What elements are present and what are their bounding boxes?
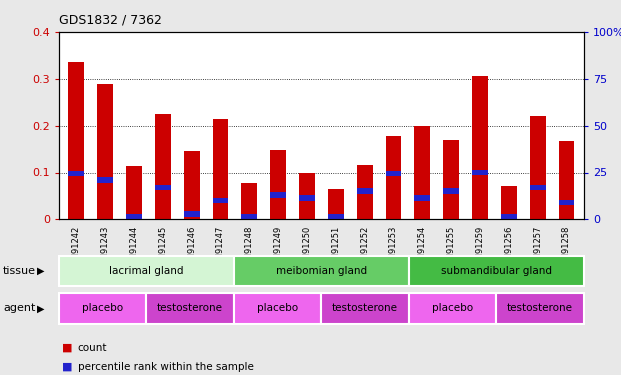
Bar <box>414 126 430 219</box>
Text: submandibular gland: submandibular gland <box>441 266 552 276</box>
Text: agent: agent <box>3 303 35 313</box>
Bar <box>409 293 496 324</box>
Text: lacrimal gland: lacrimal gland <box>109 266 184 276</box>
Text: count: count <box>78 343 107 353</box>
Text: testosterone: testosterone <box>332 303 398 313</box>
Text: ■: ■ <box>62 362 73 372</box>
Bar <box>443 140 459 219</box>
Bar <box>270 192 286 198</box>
Bar <box>234 256 409 286</box>
Bar <box>126 214 142 219</box>
Text: testosterone: testosterone <box>507 303 573 313</box>
Text: meibomian gland: meibomian gland <box>276 266 367 276</box>
Bar <box>68 171 84 176</box>
Bar <box>328 214 343 219</box>
Bar <box>472 76 488 219</box>
Bar <box>234 293 322 324</box>
Bar <box>386 171 401 176</box>
Bar <box>212 198 229 203</box>
Bar <box>501 186 517 219</box>
Bar <box>386 136 401 219</box>
Bar <box>147 293 234 324</box>
Bar <box>299 195 315 201</box>
Bar <box>155 114 171 219</box>
Bar <box>356 165 373 219</box>
Bar <box>184 152 199 219</box>
Bar <box>558 141 574 219</box>
Text: placebo: placebo <box>82 303 124 313</box>
Bar <box>97 84 113 219</box>
Bar <box>242 214 257 219</box>
Bar <box>155 185 171 190</box>
Bar <box>356 188 373 194</box>
Text: GDS1832 / 7362: GDS1832 / 7362 <box>59 13 162 26</box>
Bar <box>530 116 545 219</box>
Text: ▶: ▶ <box>37 266 44 276</box>
Bar <box>472 170 488 176</box>
Bar <box>409 256 584 286</box>
Bar <box>270 150 286 219</box>
Bar <box>530 185 545 190</box>
Bar <box>68 62 84 219</box>
Text: testosterone: testosterone <box>157 303 223 313</box>
Bar <box>501 214 517 219</box>
Bar <box>184 211 199 217</box>
Bar <box>97 177 113 183</box>
Bar <box>496 293 584 324</box>
Bar <box>443 188 459 194</box>
Bar <box>414 195 430 201</box>
Text: tissue: tissue <box>3 266 36 276</box>
Bar <box>212 118 229 219</box>
Bar <box>558 200 574 206</box>
Text: ■: ■ <box>62 343 73 353</box>
Bar <box>59 293 147 324</box>
Bar <box>242 183 257 219</box>
Bar <box>299 172 315 219</box>
Text: placebo: placebo <box>432 303 473 313</box>
Bar <box>126 166 142 219</box>
Text: ▶: ▶ <box>37 303 44 313</box>
Text: placebo: placebo <box>257 303 298 313</box>
Bar <box>59 256 234 286</box>
Bar <box>322 293 409 324</box>
Text: percentile rank within the sample: percentile rank within the sample <box>78 362 253 372</box>
Bar <box>328 189 343 219</box>
